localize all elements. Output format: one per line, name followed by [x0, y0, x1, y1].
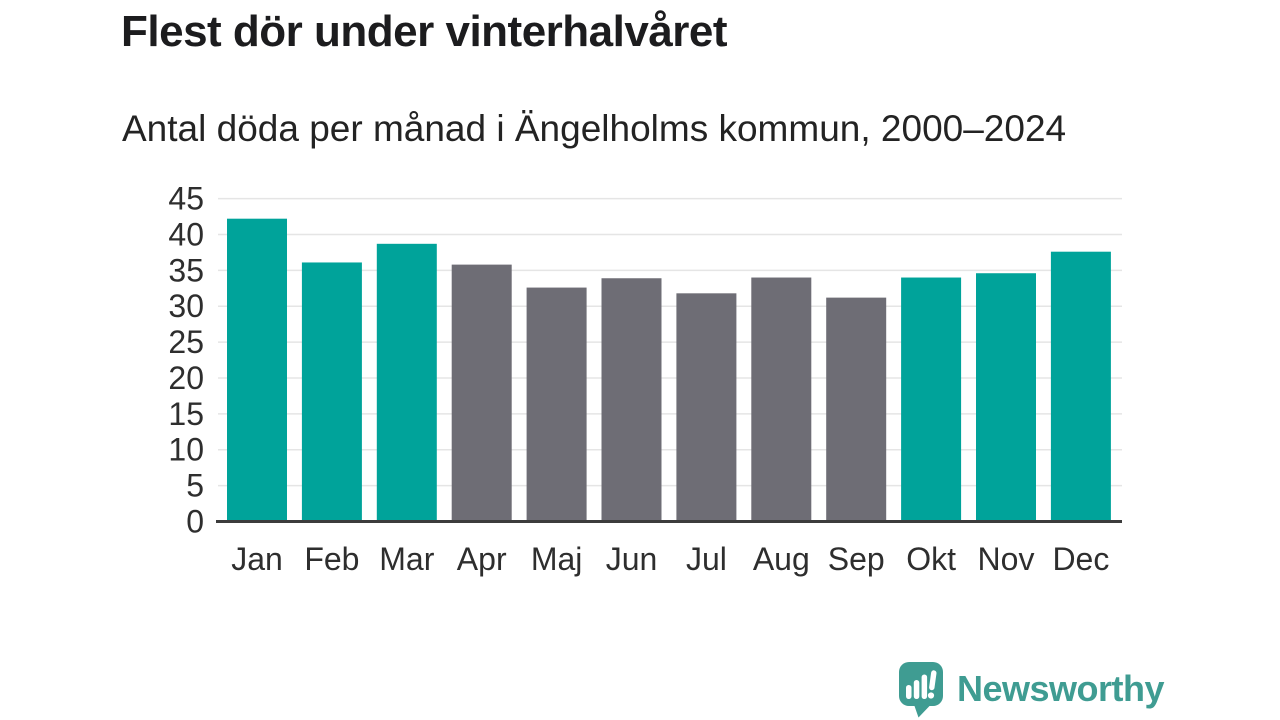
x-tick-label: Maj: [531, 541, 583, 577]
x-tick-label: Nov: [978, 541, 1035, 577]
chart-title: Flest dör under vinterhalvåret: [121, 7, 728, 56]
bar-nov: [976, 273, 1036, 522]
mini-bar-tall: [921, 674, 928, 699]
y-tick-label: 35: [168, 252, 204, 288]
speech-bubble-shape: [899, 662, 943, 718]
newsworthy-logo: Newsworthy: [898, 661, 1165, 719]
exclamation-dot: [927, 692, 935, 699]
bar-okt: [901, 277, 962, 522]
y-tick-label: 40: [168, 216, 204, 252]
bar-aug: [751, 277, 812, 522]
bar-jul: [676, 293, 737, 522]
x-tick-label: Jul: [686, 541, 727, 577]
y-tick-label: 15: [168, 396, 204, 432]
bar-feb: [301, 262, 362, 522]
bar-maj: [526, 287, 587, 522]
x-tick-label: Mar: [379, 541, 434, 577]
x-tick-label: Okt: [906, 541, 956, 577]
mini-bar-medium: [913, 680, 920, 699]
newsworthy-logo-icon: [899, 662, 943, 718]
y-tick-label: 20: [168, 360, 204, 396]
x-tick-label: Feb: [304, 541, 359, 577]
y-tick-label: 5: [186, 468, 204, 504]
x-tick-label: Sep: [828, 541, 885, 577]
chart-subtitle: Antal döda per månad i Ängelholms kommun…: [122, 108, 1067, 149]
bar-mar: [376, 243, 437, 522]
bar-jun: [601, 278, 662, 522]
x-tick-label: Dec: [1052, 541, 1109, 577]
x-tick-label: Aug: [753, 541, 810, 577]
x-tick-label: Apr: [457, 541, 507, 577]
y-tick-label: 0: [186, 504, 204, 540]
y-tick-label: 25: [168, 324, 204, 360]
exclamation-stroke: [929, 670, 937, 691]
newsworthy-logo-text: Newsworthy: [957, 668, 1165, 709]
bar-jan: [227, 218, 287, 522]
x-tick-label: Jan: [231, 541, 283, 577]
bar-dec: [1050, 251, 1111, 522]
mini-bar-small: [906, 685, 912, 699]
y-tick-label: 30: [168, 288, 204, 324]
y-tick-label: 10: [168, 432, 204, 468]
bar-sep: [826, 297, 887, 522]
x-tick-label: Jun: [606, 541, 658, 577]
bar-apr: [451, 264, 512, 522]
y-tick-label: 45: [168, 181, 204, 217]
